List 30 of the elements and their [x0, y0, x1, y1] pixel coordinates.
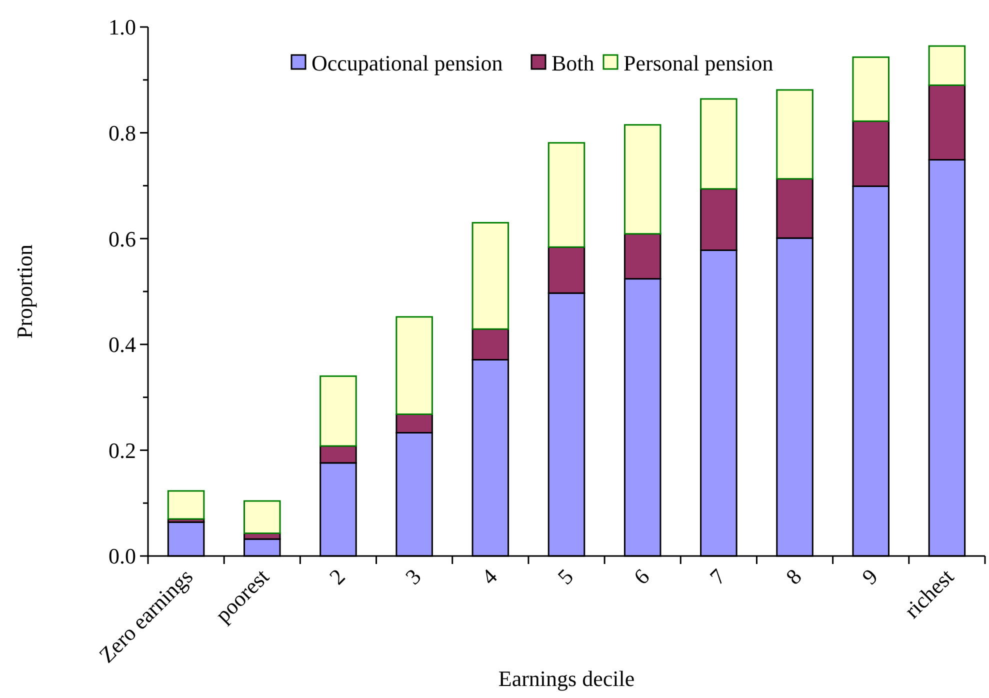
- x-tick-label: 9: [856, 564, 882, 590]
- bar: [776, 89, 814, 180]
- bar: [928, 45, 966, 86]
- bar: [244, 500, 281, 534]
- legend-label: Personal pension: [624, 50, 774, 76]
- bar: [624, 124, 662, 235]
- x-tick-label: 7: [704, 564, 730, 590]
- bar: [472, 222, 510, 330]
- x-tick-label: 4: [476, 564, 502, 590]
- y-tick-label: 0.8: [108, 120, 136, 146]
- bar: [167, 490, 205, 520]
- legend-label: Occupational pension: [312, 50, 503, 76]
- x-tick-label: 3: [400, 564, 426, 590]
- y-tick-label: 0.4: [108, 332, 136, 358]
- y-tick-label: 0.0: [108, 544, 136, 569]
- bar: [548, 142, 586, 248]
- y-tick-label: 1.0: [108, 14, 136, 40]
- y-tick-label: 0.6: [108, 226, 136, 252]
- x-tick-label: 8: [780, 564, 806, 590]
- y-axis-title: Proportion: [12, 244, 37, 339]
- bar: [700, 98, 738, 190]
- x-tick-label: 5: [552, 564, 578, 590]
- x-axis-title: Earnings decile: [498, 666, 635, 691]
- legend-label: Both: [552, 50, 594, 76]
- x-tick-label: 6: [628, 564, 654, 590]
- x-tick-label: 2: [324, 564, 350, 590]
- bar: [852, 56, 890, 122]
- bar: [320, 375, 357, 447]
- bar: [396, 316, 433, 415]
- y-tick-label: 0.2: [108, 438, 136, 463]
